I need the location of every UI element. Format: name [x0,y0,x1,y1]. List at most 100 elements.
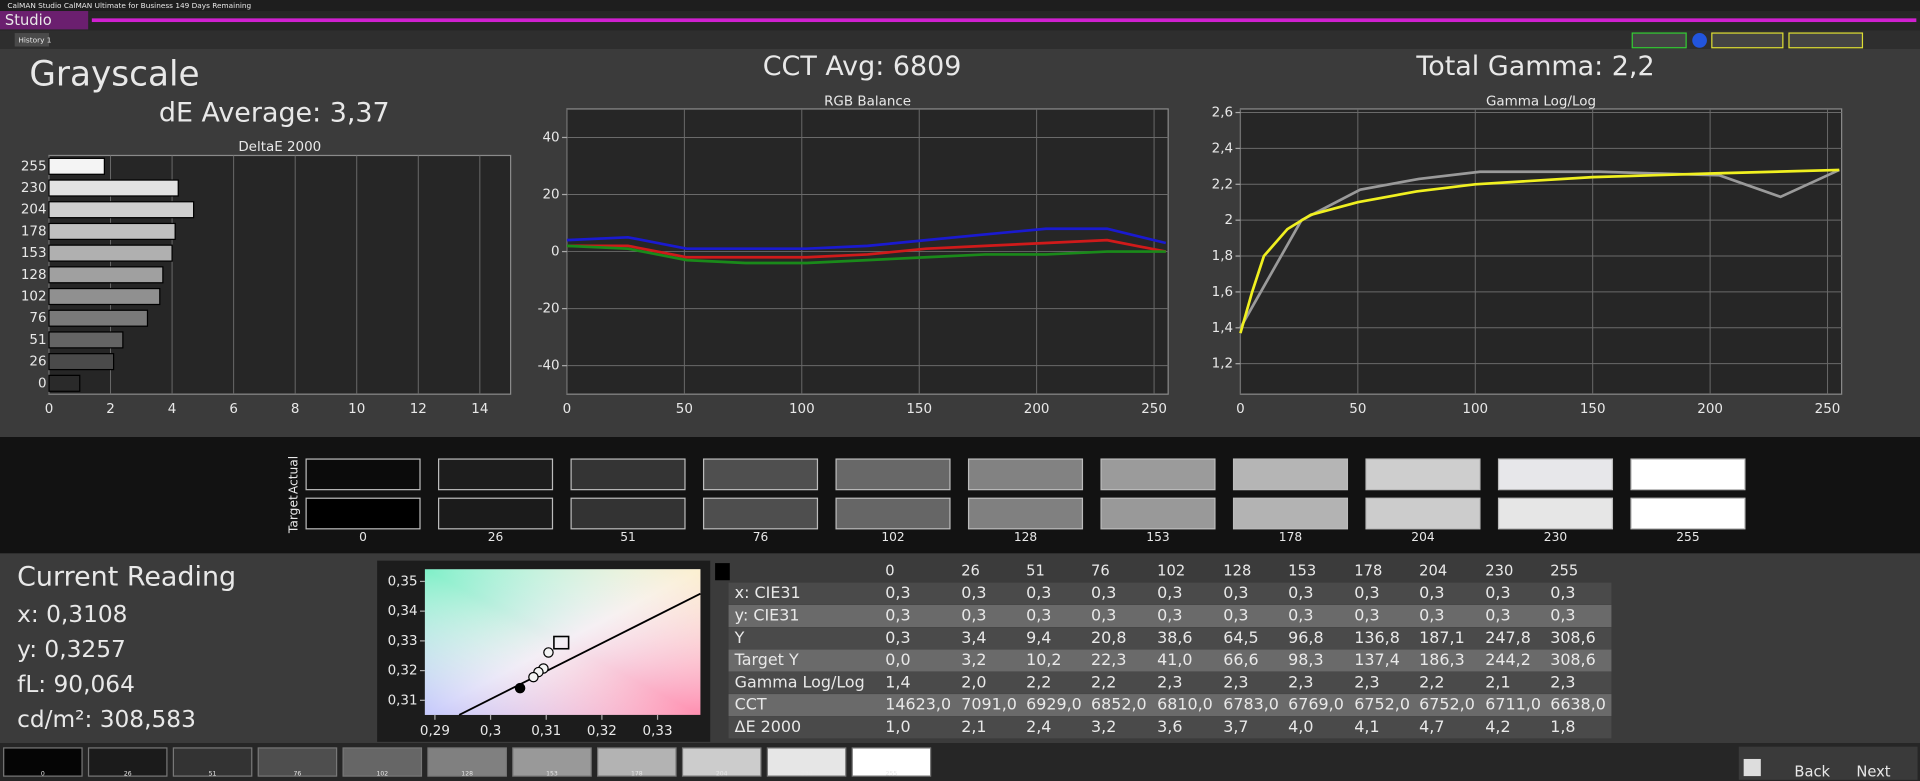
target-swatch [1232,497,1349,530]
bar [48,266,164,284]
bar [48,157,105,175]
meter-icon[interactable] [1692,33,1707,48]
table-cell: 2,1 [1485,672,1510,691]
strip-label: 51 [209,771,217,778]
x-tick-label: 0,33 [643,724,673,739]
actual-swatch [438,458,554,491]
table-cell: 2,3 [1223,672,1248,691]
cie-overlay [424,569,701,715]
table-header: 0 [885,563,894,580]
table-cell: 2,2 [1419,672,1444,691]
next-button[interactable]: Next [1856,763,1890,780]
x-tick-label: 4 [168,402,177,417]
display-select[interactable] [1788,32,1864,49]
target-swatch [702,497,819,530]
stop-button[interactable] [1743,758,1761,777]
y-tick-label: 0,33 [388,634,418,649]
strip-swatch[interactable] [87,747,168,777]
table-cell: 0,3 [961,583,986,602]
target-swatch [1630,497,1746,530]
table-cell: 2,2 [1091,672,1116,691]
bar [48,244,173,262]
table-cell: 22,3 [1091,650,1126,669]
x-tick-label: 8 [291,402,300,417]
table-cell: 0,3 [961,605,986,624]
y-tick-label: 2,6 [1212,106,1233,121]
row-label: Target Y [734,650,799,669]
actual-swatch [305,458,421,491]
table-cell: 6752,0 [1419,695,1475,714]
studio-menu[interactable] [0,11,89,30]
bar [48,179,179,197]
table-cell: 0,3 [1419,583,1444,602]
source-select[interactable] [1711,32,1784,49]
strip-swatch[interactable] [342,747,423,777]
reading-title: Current Reading [17,561,236,592]
x-tick-label: 50 [676,402,693,417]
actual-swatch [967,458,1084,491]
x-tick-label: 50 [1349,402,1366,417]
swatch-label: 0 [359,530,367,544]
row-label: ΔE 2000 [735,717,801,736]
table-cell: 0,3 [1550,583,1575,602]
x-tick-label: 0 [563,402,572,417]
y-tick-label: 20 [542,188,559,203]
table-cell: 2,3 [1157,672,1182,691]
strip-swatch[interactable] [597,747,677,777]
table-cell: 0,3 [1223,583,1248,602]
category-label: 255 [21,159,47,174]
table-cell: 0,3 [1026,605,1051,624]
swatch-label: 51 [620,530,636,544]
row-label: Y [734,628,745,647]
bar [48,309,149,327]
strip-swatch[interactable] [3,747,83,777]
table-cell: 6810,0 [1157,695,1213,714]
x-tick-label: 6 [229,402,238,417]
target-swatch [967,497,1084,530]
strip-swatch[interactable] [512,747,592,777]
actual-swatch [570,458,686,491]
tab[interactable] [14,33,49,47]
reading-line: fL: 90,064 [17,671,135,698]
table-cell: 0,3 [1485,583,1510,602]
strip-swatch[interactable] [681,747,762,777]
table-cell: 0,3 [1157,583,1182,602]
table-cell: 0,3 [1354,583,1379,602]
back-button[interactable]: Back [1794,763,1830,780]
table-cell: 3,2 [961,650,986,669]
table-cell: 308,6 [1550,650,1596,669]
table-cell: 6711,0 [1485,695,1541,714]
table-cell: 6769,0 [1288,695,1344,714]
table-cell: 0,3 [885,583,910,602]
strip-swatch[interactable] [257,747,338,777]
table-cell: 136,8 [1354,628,1400,647]
strip-swatch[interactable] [427,747,507,777]
target-swatch [305,497,421,530]
blackbody-locus [458,592,701,716]
strip-swatch[interactable] [766,747,847,777]
table-cell: 0,3 [1223,605,1248,624]
cct-average: CCT Avg: 6809 [763,51,962,82]
table-cell: 0,0 [885,650,910,669]
meter-select[interactable] [1631,32,1687,49]
actual-swatch [1232,458,1349,491]
table-cell: 2,0 [961,672,986,691]
strip-swatch[interactable] [851,747,932,777]
y-tick-label: 40 [542,130,559,145]
total-gamma: Total Gamma: 2,2 [1415,51,1654,82]
strip-swatch[interactable] [172,747,253,777]
x-tick-label: 100 [1462,402,1488,417]
bar [48,287,161,306]
actual-swatch [1365,458,1481,491]
strip-label: 26 [124,771,132,778]
table-cell: 1,4 [885,672,910,691]
y-tick-label: 2,2 [1212,177,1233,192]
target-swatch [1100,497,1216,530]
title-bar [0,0,1920,12]
bar [48,222,176,240]
target-swatch [438,497,554,530]
chart-title: Gamma Log/Log [1486,95,1596,110]
plot-area [1239,108,1843,395]
x-tick-label: 0,31 [531,724,561,739]
table-cell: 187,1 [1419,628,1465,647]
